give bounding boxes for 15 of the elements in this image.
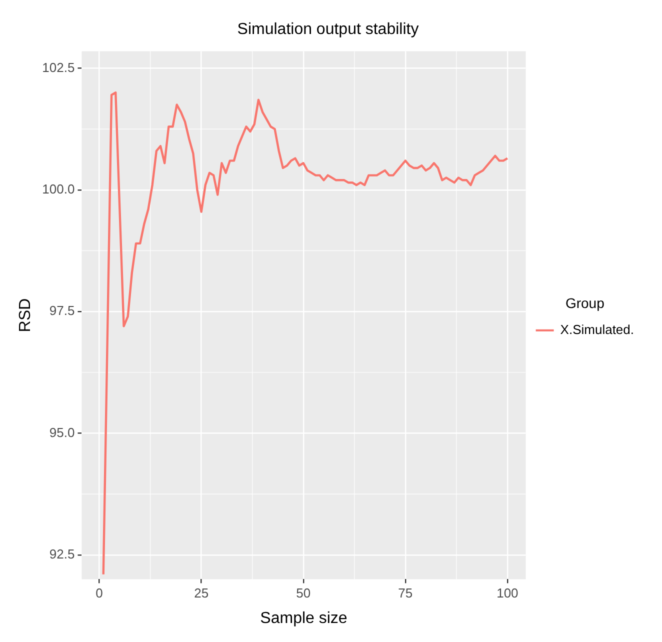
x-tick-label: 50 [296,586,311,601]
x-tick-label: 100 [496,586,518,601]
y-tick-label: 102.5 [42,60,75,75]
y-tick-label: 92.5 [49,546,75,562]
y-axis-title: RSD [17,298,34,332]
y-tick-label: 95.0 [49,424,75,440]
x-tick-label: 25 [194,586,209,601]
legend-label: X.Simulated. [560,322,634,337]
x-axis-title: Sample size [260,610,348,627]
x-tick-label: 0 [96,586,103,601]
y-tick-label: 100.0 [42,181,75,196]
chart-title: Simulation output stability [237,21,419,38]
y-tick-label: 97.5 [49,303,75,318]
x-tick-label: 75 [398,586,413,601]
legend-title: Group [565,294,605,311]
